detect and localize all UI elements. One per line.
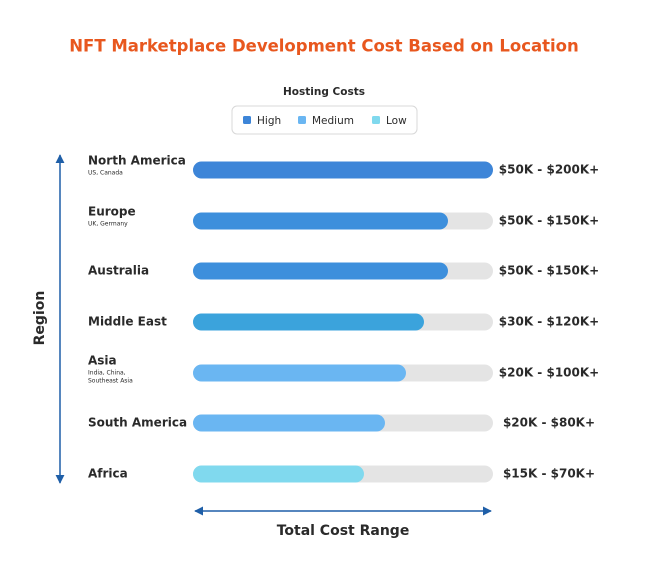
bar <box>193 161 493 179</box>
category-label: Middle East <box>88 315 167 329</box>
chart-title: NFT Marketplace Development Cost Based o… <box>69 37 579 56</box>
legend-label: Low <box>386 115 407 127</box>
category-label: Asia <box>88 354 117 368</box>
legend-swatch <box>243 116 251 124</box>
range-label: $50K - $150K+ <box>499 214 599 228</box>
category-sublabel: US, Canada <box>88 170 123 177</box>
legend-swatch <box>372 116 380 124</box>
category-sublabel: Southeast Asia <box>88 378 133 385</box>
range-label: $50K - $200K+ <box>499 163 599 177</box>
category-sublabel: India, China, <box>88 370 126 377</box>
bar <box>193 414 385 432</box>
legend-box <box>231 105 418 135</box>
legend-swatch <box>298 116 306 124</box>
range-label: $20K - $100K+ <box>499 366 599 380</box>
range-label: $50K - $150K+ <box>499 264 599 278</box>
bar <box>193 262 448 280</box>
category-label: Australia <box>88 264 149 278</box>
bar <box>193 364 406 382</box>
range-label: $30K - $120K+ <box>499 315 599 329</box>
bar <box>193 212 448 230</box>
legend-label: Medium <box>312 115 354 127</box>
category-label: South America <box>88 416 187 430</box>
range-label: $20K - $80K+ <box>503 416 595 430</box>
category-label: Europe <box>88 205 136 219</box>
y-axis-label: Region <box>32 291 48 346</box>
legend-label: High <box>257 115 281 127</box>
x-axis-label: Total Cost Range <box>277 523 410 539</box>
range-label: $15K - $70K+ <box>503 467 595 481</box>
bar <box>193 313 424 331</box>
legend-title: Hosting Costs <box>283 86 365 98</box>
bar <box>193 465 364 483</box>
category-label: North America <box>88 154 186 168</box>
category-label: Africa <box>88 467 128 481</box>
category-sublabel: UK, Germany <box>88 221 128 228</box>
